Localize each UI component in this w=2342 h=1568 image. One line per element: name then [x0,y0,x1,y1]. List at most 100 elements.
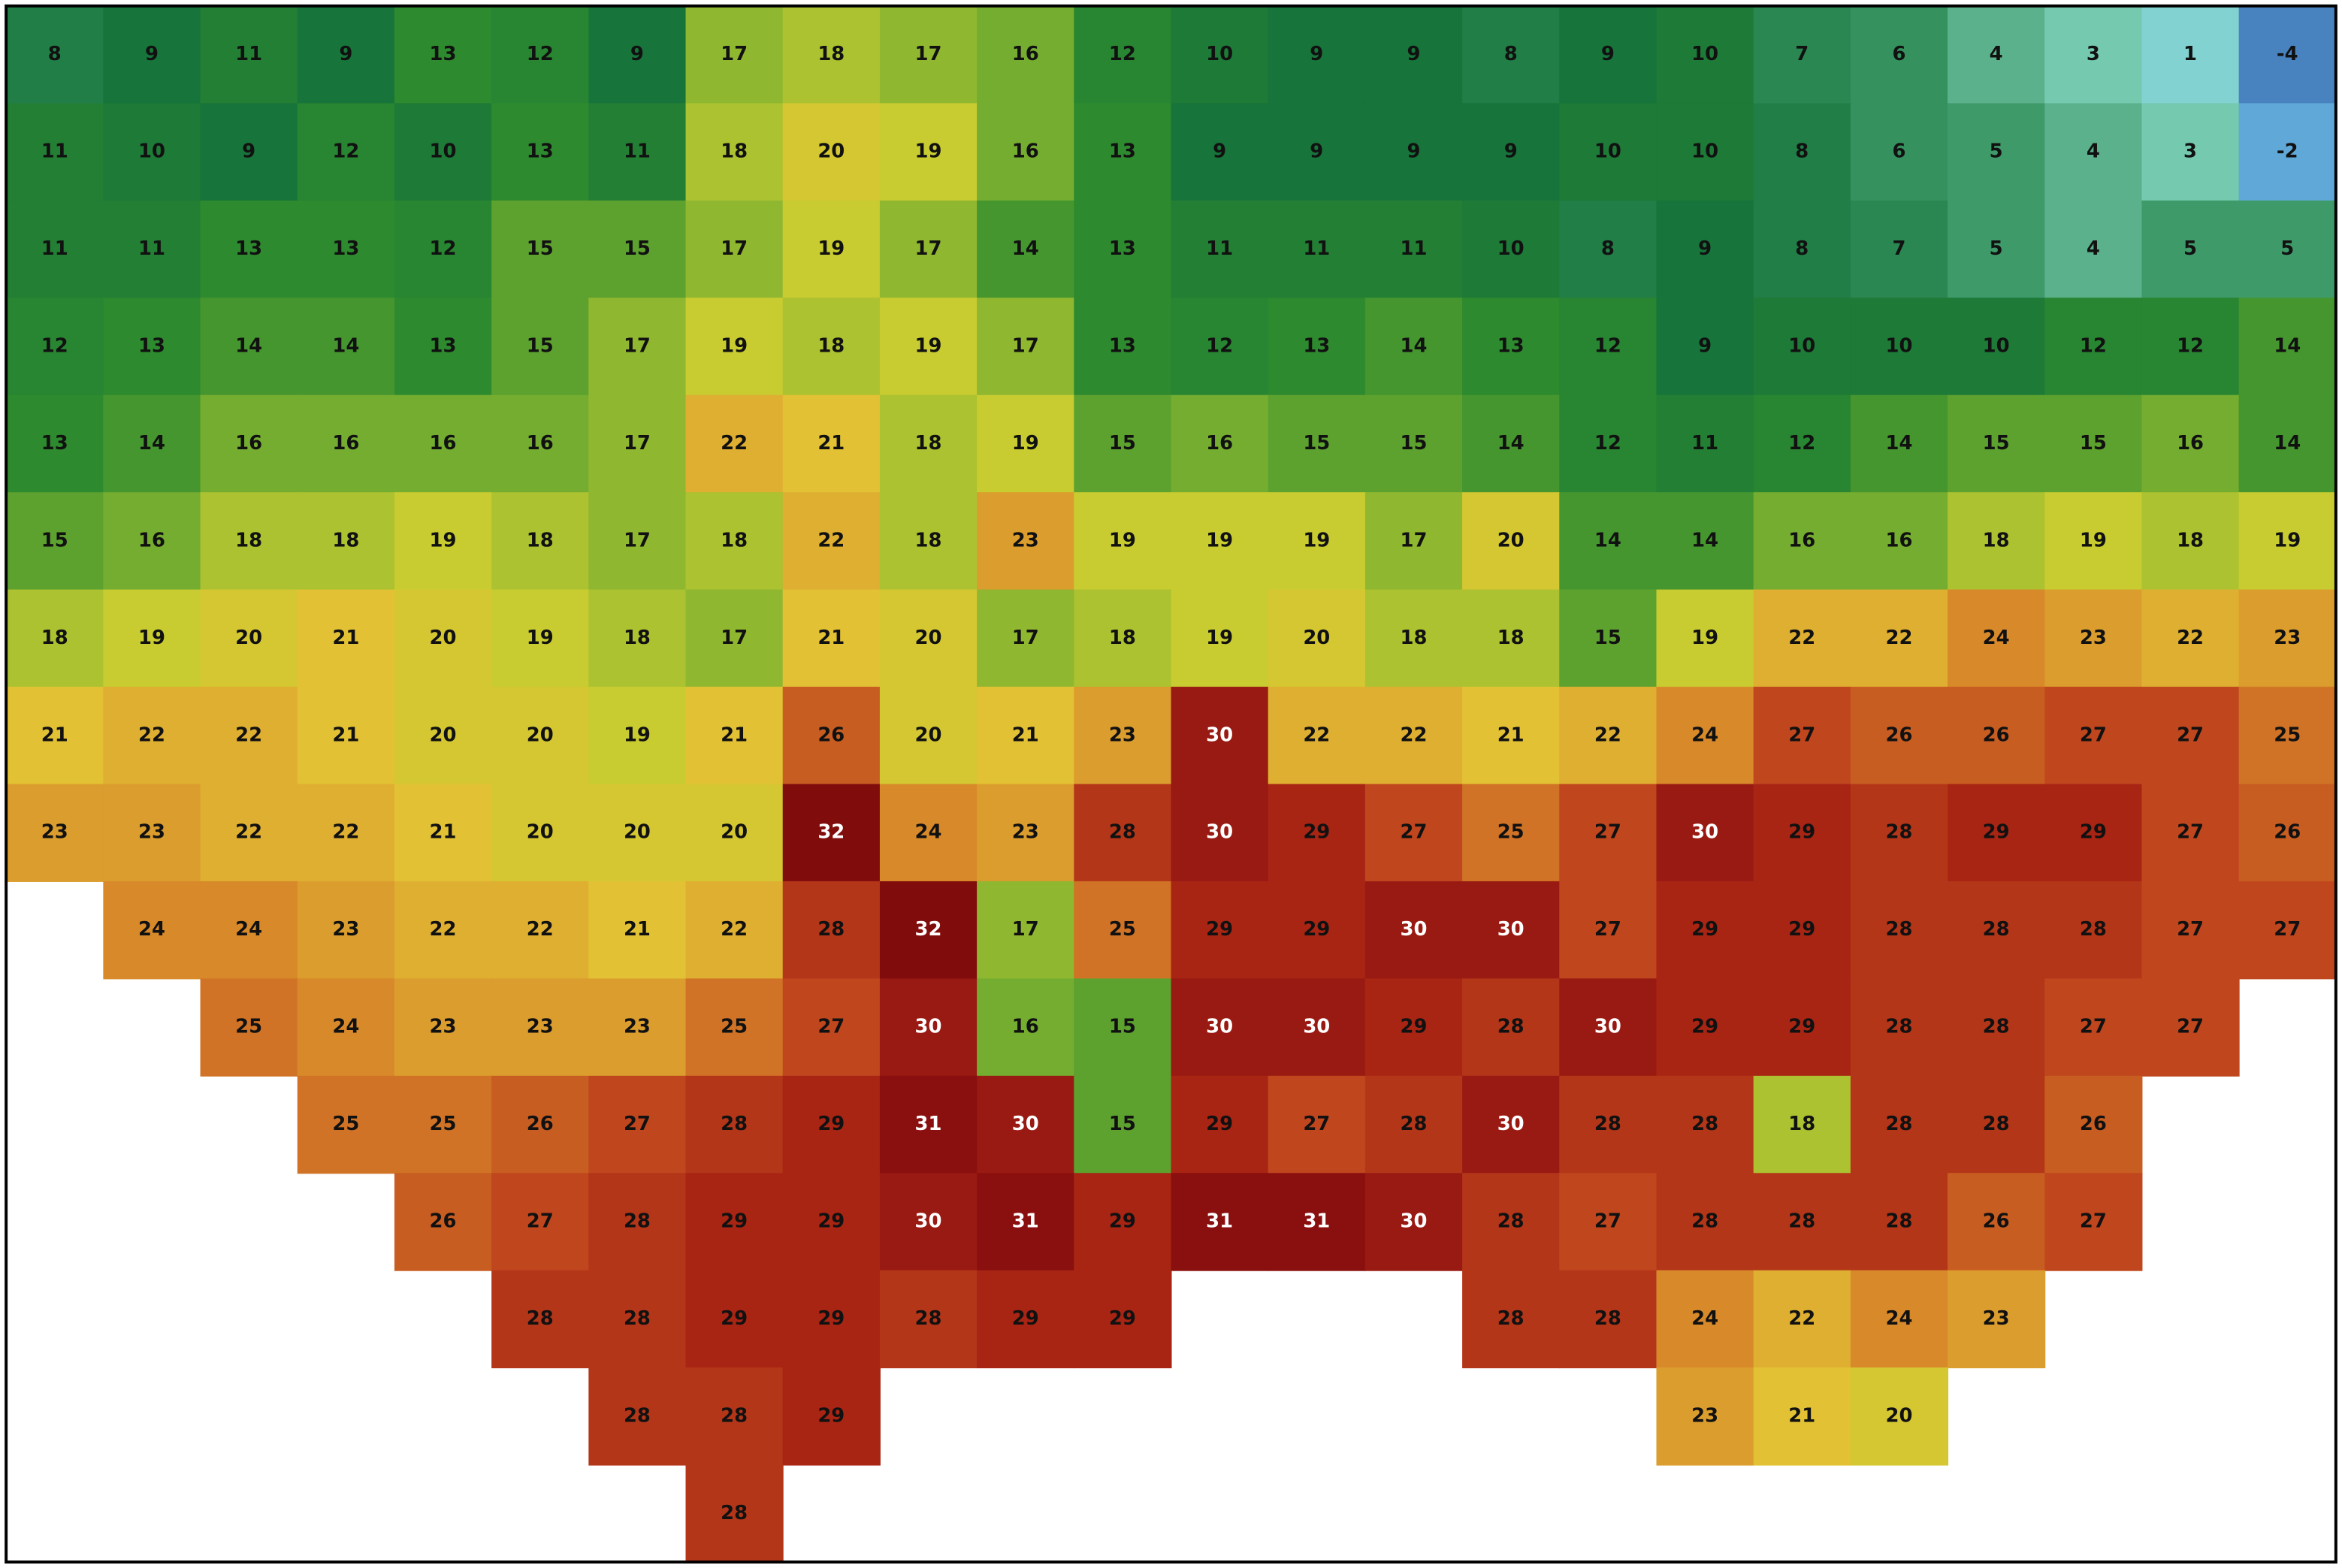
heat-cell [1948,5,2046,104]
heat-cell [1364,978,1464,1077]
heat-cell [1462,200,1561,299]
heat-cell [491,5,590,104]
heat-cell [1753,589,1851,688]
value-label: 24 [332,1016,359,1038]
heat-cell [2141,5,2240,104]
heat-cell [297,200,395,299]
heat-cell [297,394,395,494]
value-label: 10 [1691,43,1718,65]
heat-cell [491,394,590,494]
heat-cell [1171,1075,1269,1174]
value-label: 3 [2087,43,2100,65]
value-label: 27 [624,1113,651,1135]
value-label: 16 [138,529,165,551]
value-label: 25 [721,1016,748,1038]
value-label: 28 [2080,918,2107,941]
value-label: 16 [527,432,554,455]
value-label: 28 [817,918,845,941]
value-label: 18 [1109,627,1136,649]
value-label: 27 [2177,1016,2204,1038]
heat-cell [1171,784,1269,882]
value-label: 14 [1594,529,1621,551]
heat-cell [588,881,687,980]
value-label: 22 [1594,724,1621,746]
value-label: 14 [1012,237,1039,260]
value-label: 14 [1885,432,1912,455]
heat-cell [491,492,590,591]
heat-cell [1948,589,2046,688]
heat-cell [1462,1173,1561,1271]
value-label: 24 [1885,1307,1912,1330]
heat-cell [1364,589,1464,688]
heat-cell [1364,298,1464,396]
heat-cell [2141,394,2240,494]
value-label: 8 [1795,140,1809,163]
value-label: 23 [1109,724,1136,746]
value-label: 9 [242,140,255,163]
heat-cell [1559,881,1658,980]
heat-cell [1656,1367,1754,1466]
value-label: 23 [1012,529,1039,551]
value-label: 26 [1885,724,1912,746]
value-label: 12 [1206,335,1233,358]
value-label: 17 [915,43,942,65]
heat-cell [394,589,493,688]
value-label: 21 [624,918,651,941]
heat-cell [685,784,784,882]
heat-cell [782,1173,881,1271]
heat-cell [1364,103,1464,201]
value-label: 32 [915,918,942,941]
heat-cell [394,298,493,396]
heat-cell [1559,200,1658,299]
heat-cell [2141,298,2240,396]
heat-cell [1364,881,1464,980]
value-label: 11 [1303,237,1330,260]
value-label: 20 [430,627,457,649]
value-label: 28 [1885,1016,1912,1038]
value-label: 28 [721,1404,748,1427]
value-label: 30 [1206,1016,1233,1038]
heat-cell [491,200,590,299]
heat-cell [977,881,1075,980]
heat-cell [879,394,978,494]
heat-cell [1171,200,1269,299]
value-label: 19 [2080,529,2107,551]
heat-cell [879,687,978,785]
heat-cell [1850,200,1949,299]
heat-cell [977,394,1075,494]
heat-cell [491,589,590,688]
value-label: 20 [1497,529,1525,551]
heat-cell [1462,881,1561,980]
value-label: 10 [1983,335,2010,358]
heat-cell [1656,103,1754,201]
value-label: 21 [817,627,845,649]
value-label: 21 [817,432,845,455]
heat-cell [1753,1075,1851,1174]
value-label: 24 [138,918,165,941]
heat-cell [1850,394,1949,494]
value-label: 18 [41,627,68,649]
heat-cell [1948,103,2046,201]
value-label: 27 [1594,821,1621,844]
heat-cell [1462,1270,1561,1369]
value-label: 25 [430,1113,457,1135]
value-label: 22 [721,432,748,455]
value-label: 21 [41,724,68,746]
heat-cell [1171,492,1269,591]
heat-cell [2141,978,2240,1077]
value-label: 25 [2274,724,2301,746]
value-label: 18 [721,529,748,551]
value-label: 20 [915,724,942,746]
heat-cell [103,298,201,396]
value-label: 28 [1594,1113,1621,1135]
value-label: 12 [332,140,359,163]
heat-cell [1559,687,1658,785]
heat-cell [1753,978,1851,1077]
heat-cell [1171,5,1269,104]
heat-cell [1948,1270,2046,1369]
value-label: 28 [1885,1113,1912,1135]
heat-cell [1850,881,1949,980]
value-label: 13 [1303,335,1330,358]
heat-cell [491,1270,590,1369]
heat-cell [1268,298,1366,396]
